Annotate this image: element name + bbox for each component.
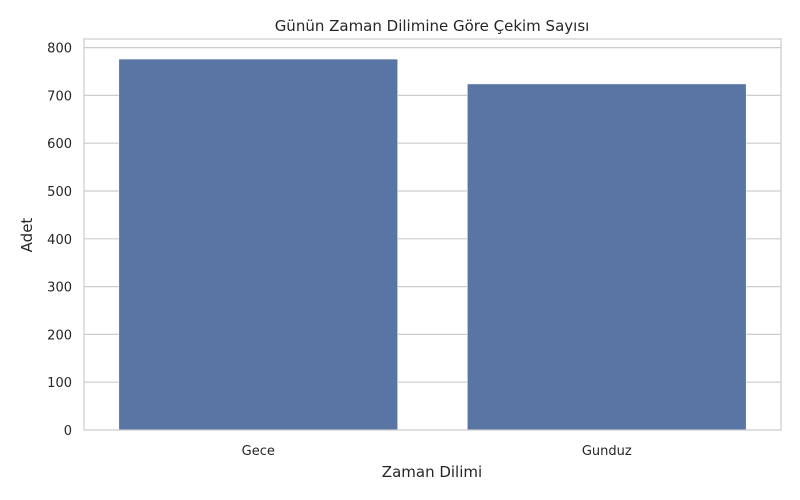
y-tick-label: 200 bbox=[47, 328, 72, 343]
x-tick-labels: Gece Gunduz bbox=[242, 444, 632, 459]
plot-frame bbox=[83, 38, 782, 431]
x-tick-label: Gece bbox=[242, 444, 275, 459]
y-axis-label: Adet bbox=[18, 218, 36, 253]
y-tick-label: 300 bbox=[47, 281, 72, 296]
y-tick-label: 500 bbox=[47, 185, 72, 200]
bar-gunduz bbox=[467, 83, 747, 431]
y-tick-label: 600 bbox=[47, 137, 72, 152]
bar-gece bbox=[118, 58, 398, 431]
y-tick-label: 800 bbox=[47, 42, 72, 57]
y-tick-labels: 0 100 200 300 400 500 600 700 800 bbox=[47, 42, 72, 439]
y-tick-label: 100 bbox=[47, 376, 72, 391]
x-axis-label: Zaman Dilimi bbox=[382, 463, 482, 481]
y-tick-label: 400 bbox=[47, 233, 72, 248]
y-tick-label: 0 bbox=[64, 424, 72, 439]
bars bbox=[118, 58, 747, 431]
chart-title: Günün Zaman Dilimine Göre Çekim Sayısı bbox=[275, 17, 590, 35]
x-tick-label: Gunduz bbox=[582, 444, 632, 459]
y-tick-label: 700 bbox=[47, 89, 72, 104]
